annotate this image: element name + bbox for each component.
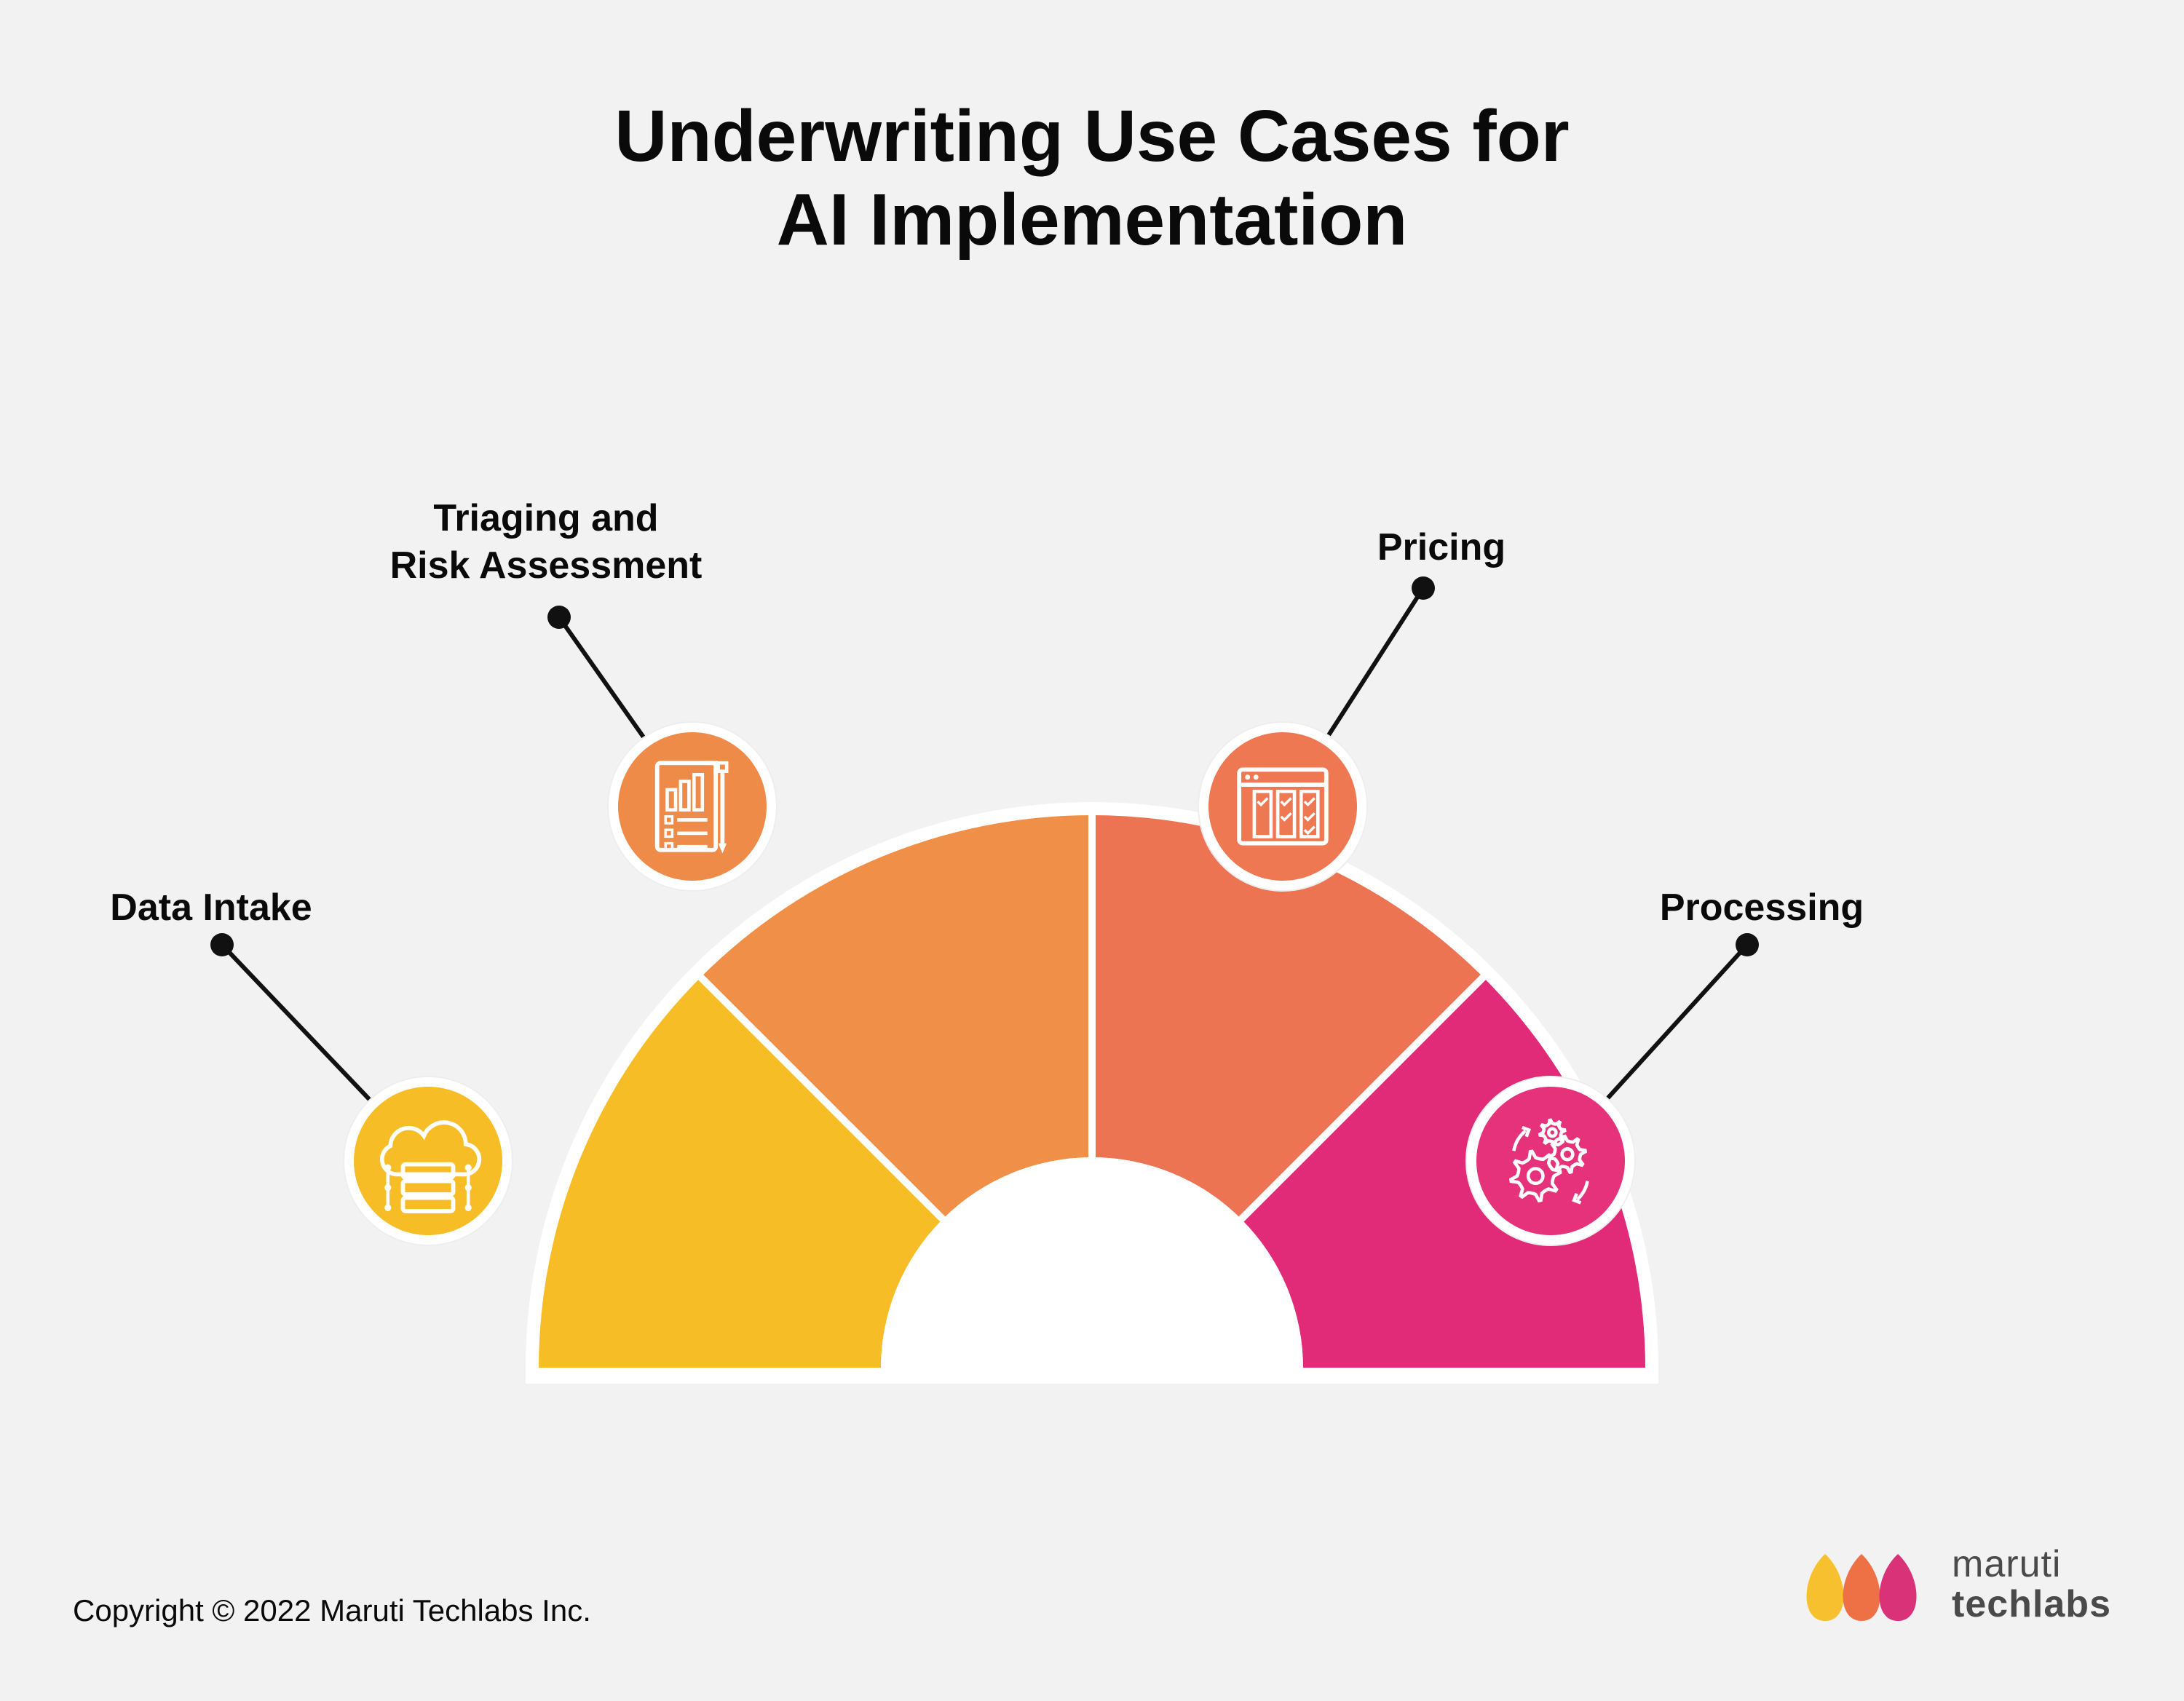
copyright-text: Copyright © 2022 Maruti Techlabs Inc. — [73, 1593, 591, 1628]
icon-circle-pricing — [1208, 732, 1357, 881]
segment-label-data-intake: Data Intake — [110, 884, 312, 932]
gauge-diagram — [0, 0, 2184, 1456]
brand-logo: maruti techlabs — [1789, 1541, 2111, 1628]
callout-dot-data-intake — [210, 933, 234, 956]
gauge-svg — [0, 0, 2184, 1456]
segment-label-triaging: Triaging and Risk Assessment — [390, 495, 703, 590]
logo-mark-icon — [1789, 1541, 1934, 1628]
footer: Copyright © 2022 Maruti Techlabs Inc. ma… — [73, 1541, 2111, 1628]
logo-text: maruti techlabs — [1952, 1545, 2111, 1624]
callout-dot-processing — [1736, 933, 1759, 956]
callout-dot-triaging — [547, 606, 571, 629]
segment-label-pricing: Pricing — [1377, 524, 1506, 571]
callout-dot-pricing — [1412, 576, 1435, 600]
segment-label-processing: Processing — [1660, 884, 1864, 932]
